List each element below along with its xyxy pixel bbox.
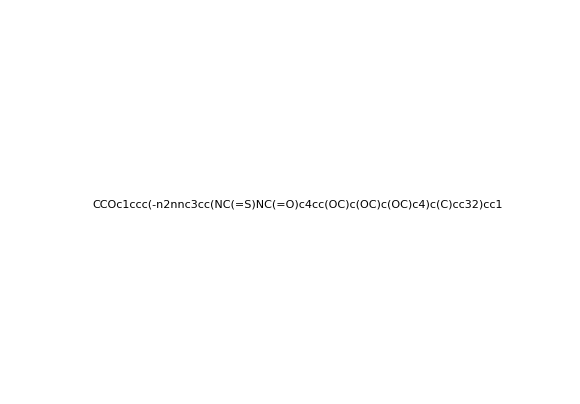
Text: CCOc1ccc(-n2nnc3cc(NC(=S)NC(=O)c4cc(OC)c(OC)c(OC)c4)c(C)cc32)cc1: CCOc1ccc(-n2nnc3cc(NC(=S)NC(=O)c4cc(OC)c… (92, 199, 502, 209)
